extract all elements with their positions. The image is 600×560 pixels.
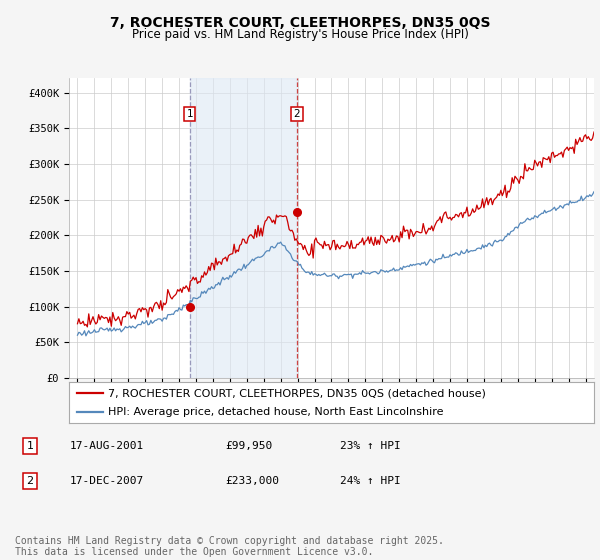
- Text: HPI: Average price, detached house, North East Lincolnshire: HPI: Average price, detached house, Nort…: [109, 407, 444, 417]
- Text: Contains HM Land Registry data © Crown copyright and database right 2025.
This d: Contains HM Land Registry data © Crown c…: [15, 535, 444, 557]
- Text: 7, ROCHESTER COURT, CLEETHORPES, DN35 0QS (detached house): 7, ROCHESTER COURT, CLEETHORPES, DN35 0Q…: [109, 389, 486, 398]
- Text: 1: 1: [26, 441, 34, 451]
- Text: 17-DEC-2007: 17-DEC-2007: [70, 476, 144, 486]
- Text: Price paid vs. HM Land Registry's House Price Index (HPI): Price paid vs. HM Land Registry's House …: [131, 28, 469, 41]
- Text: 17-AUG-2001: 17-AUG-2001: [70, 441, 144, 451]
- Bar: [190, 78, 297, 378]
- Text: £233,000: £233,000: [225, 476, 279, 486]
- Text: 2: 2: [293, 109, 300, 119]
- Text: 24% ↑ HPI: 24% ↑ HPI: [340, 476, 401, 486]
- Text: £99,950: £99,950: [225, 441, 272, 451]
- Text: 2: 2: [26, 476, 34, 486]
- Text: 7, ROCHESTER COURT, CLEETHORPES, DN35 0QS: 7, ROCHESTER COURT, CLEETHORPES, DN35 0Q…: [110, 16, 490, 30]
- Text: 1: 1: [187, 109, 193, 119]
- Text: 23% ↑ HPI: 23% ↑ HPI: [340, 441, 401, 451]
